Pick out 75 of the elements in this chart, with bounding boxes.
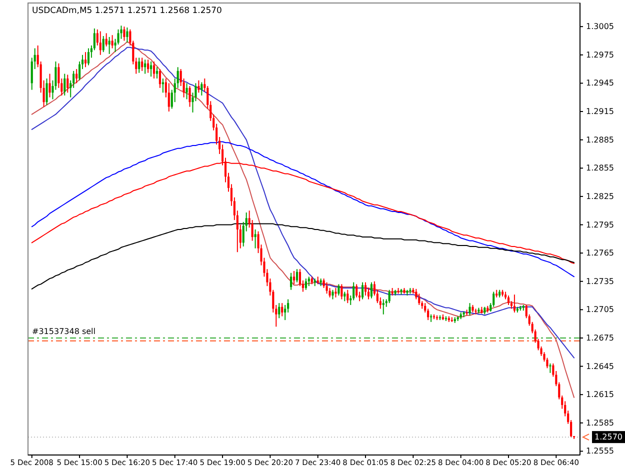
candlestick bbox=[326, 282, 328, 294]
y-tick-label: 1.2945 bbox=[586, 78, 614, 88]
candlestick bbox=[99, 30, 102, 56]
candlestick bbox=[370, 282, 373, 299]
candlestick bbox=[507, 295, 510, 306]
candlestick bbox=[356, 284, 358, 298]
candlestick bbox=[418, 293, 420, 306]
candlestick bbox=[147, 59, 150, 74]
y-tick-label: 1.2615 bbox=[586, 390, 614, 400]
candlestick bbox=[150, 61, 152, 78]
y-tick-label: 1.2855 bbox=[586, 164, 614, 173]
y-tick-label: 1.2675 bbox=[586, 333, 614, 342]
candlestick bbox=[144, 59, 146, 74]
candlestick bbox=[168, 82, 170, 112]
y-tick-label: 1.2735 bbox=[586, 276, 614, 286]
candlestick bbox=[108, 36, 110, 54]
candlestick bbox=[152, 61, 156, 79]
candlestick bbox=[361, 282, 364, 300]
candlestick bbox=[105, 32, 108, 47]
candlestick bbox=[76, 68, 78, 84]
y-tick-label: 1.2645 bbox=[586, 362, 614, 371]
candlestick bbox=[340, 284, 343, 300]
candlestick bbox=[123, 26, 126, 42]
y-tick-label: 1.2825 bbox=[586, 192, 614, 201]
candlestick bbox=[290, 272, 292, 290]
candlestick bbox=[46, 78, 48, 106]
candlestick bbox=[111, 34, 114, 49]
ref-line-label: #31537348 sell bbox=[32, 326, 96, 336]
candlestick bbox=[332, 289, 334, 300]
candlestick bbox=[549, 362, 552, 374]
candlestick bbox=[48, 73, 51, 98]
candlestick bbox=[158, 68, 162, 88]
y-tick-label: 1.2885 bbox=[586, 135, 614, 144]
candlestick bbox=[281, 302, 284, 317]
candlestick bbox=[296, 268, 298, 283]
y-tick-label: 1.3005 bbox=[586, 22, 614, 32]
candlestick bbox=[278, 302, 280, 319]
chart-title: USDCADm,M5 1.2571 1.2571 1.2568 1.2570 bbox=[32, 6, 222, 16]
y-tick-label: 1.2585 bbox=[586, 418, 614, 428]
y-tick-label: 1.2795 bbox=[586, 220, 614, 230]
candlestick bbox=[186, 82, 188, 100]
candlestick bbox=[334, 287, 337, 298]
candlestick bbox=[292, 270, 296, 285]
candlestick bbox=[66, 74, 69, 94]
candlestick bbox=[364, 282, 367, 296]
candlestick bbox=[102, 36, 104, 53]
candlestick bbox=[138, 57, 140, 74]
candlestick bbox=[492, 291, 495, 308]
y-tick-label: 1.2915 bbox=[586, 107, 614, 116]
y-tick-label: 1.2705 bbox=[586, 305, 614, 314]
candlestick bbox=[352, 282, 355, 301]
candlestick bbox=[388, 289, 390, 304]
candlestick bbox=[87, 48, 90, 66]
ref-line-label: 1.2570 bbox=[594, 432, 622, 442]
candlestick bbox=[346, 289, 349, 304]
candlestick bbox=[304, 278, 307, 290]
candlestick bbox=[344, 291, 346, 302]
candlestick bbox=[84, 52, 87, 68]
candlestick bbox=[126, 27, 128, 44]
candlestick bbox=[141, 57, 144, 72]
candlestick bbox=[308, 276, 310, 287]
y-tick-label: 1.2975 bbox=[586, 50, 614, 60]
candlestick bbox=[513, 294, 516, 314]
candlestick bbox=[156, 66, 158, 79]
candlestick bbox=[254, 228, 256, 249]
candlestick bbox=[200, 82, 203, 96]
candlestick bbox=[64, 73, 66, 96]
line-series bbox=[31, 141, 575, 278]
candlestick bbox=[198, 80, 200, 94]
candlestick bbox=[382, 298, 384, 315]
candlestick bbox=[188, 86, 191, 108]
y-tick-label: 1.2555 bbox=[586, 446, 614, 456]
candlestick bbox=[468, 302, 471, 316]
y-tick-label: 1.2765 bbox=[586, 248, 614, 258]
candlestick bbox=[338, 284, 340, 296]
